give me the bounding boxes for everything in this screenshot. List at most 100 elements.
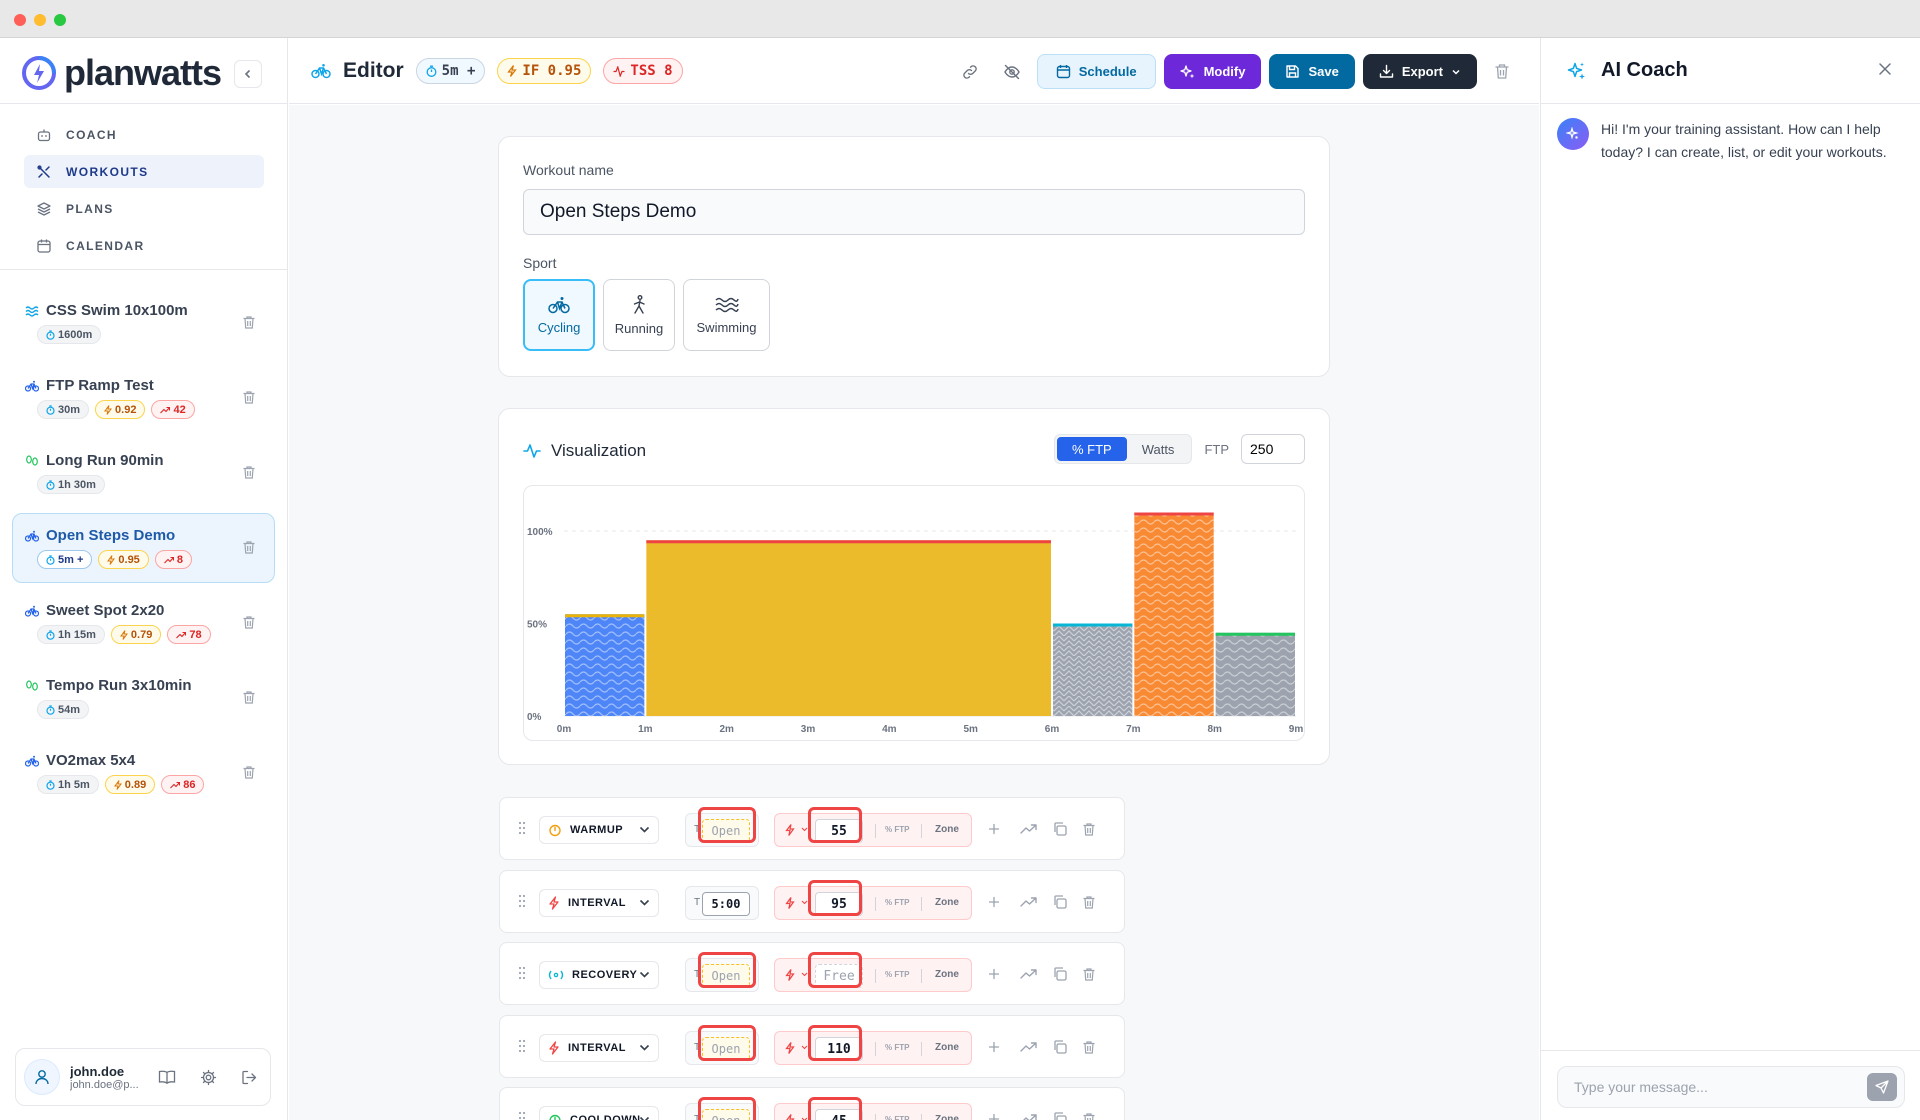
share-link-button[interactable] bbox=[953, 55, 987, 89]
sport-option-cycling[interactable]: Cycling bbox=[523, 279, 595, 351]
workout-list-item[interactable]: VO2max 5x4 1h 5m 0.89 86 bbox=[12, 738, 275, 808]
duration-input[interactable]: Open bbox=[702, 1109, 750, 1120]
step-type-select[interactable]: COOLDOWN bbox=[539, 1106, 659, 1120]
schedule-button[interactable]: Schedule bbox=[1036, 54, 1156, 89]
workout-list-item[interactable]: Sweet Spot 2x20 1h 15m 0.79 78 bbox=[12, 588, 275, 658]
zone-button[interactable]: Zone bbox=[935, 1042, 959, 1053]
ramp-step-button[interactable] bbox=[1020, 896, 1038, 908]
brand[interactable]: planwatts bbox=[22, 52, 222, 94]
minimize-window-button[interactable] bbox=[34, 14, 46, 26]
drag-handle-icon[interactable] bbox=[518, 821, 526, 835]
chevron-down-icon[interactable] bbox=[801, 1045, 808, 1050]
close-coach-button[interactable] bbox=[1878, 62, 1892, 76]
step-type-select[interactable]: WARMUP bbox=[539, 816, 659, 844]
duplicate-step-button[interactable] bbox=[1052, 894, 1068, 910]
delete-workout-button[interactable] bbox=[242, 765, 256, 780]
ramp-step-button[interactable] bbox=[1020, 823, 1038, 835]
chevron-down-icon[interactable] bbox=[801, 1117, 808, 1120]
modify-button[interactable]: Modify bbox=[1163, 54, 1262, 89]
workout-list-item-selected[interactable]: Open Steps Demo 5m + 0.95 8 bbox=[12, 513, 275, 583]
step-type-select[interactable]: RECOVERY bbox=[539, 961, 659, 989]
drag-handle-icon[interactable] bbox=[518, 1111, 526, 1120]
nav-item-workouts[interactable]: WORKOUTS bbox=[24, 155, 264, 188]
docs-button[interactable] bbox=[158, 1069, 176, 1085]
chevron-down-icon bbox=[639, 826, 650, 834]
collapse-sidebar-button[interactable] bbox=[234, 60, 262, 88]
power-input[interactable]: 95 bbox=[815, 892, 863, 916]
workout-list-item[interactable]: CSS Swim 10x100m 1600m bbox=[12, 288, 275, 358]
chat-input[interactable] bbox=[1557, 1066, 1905, 1108]
sport-option-swimming[interactable]: Swimming bbox=[683, 279, 770, 351]
unit-watts-option[interactable]: Watts bbox=[1141, 441, 1175, 457]
workout-list-item[interactable]: Tempo Run 3x10min 54m bbox=[12, 663, 275, 733]
save-button[interactable]: Save bbox=[1269, 54, 1355, 89]
settings-button[interactable] bbox=[200, 1069, 217, 1086]
add-step-button[interactable] bbox=[988, 968, 1000, 980]
duplicate-step-button[interactable] bbox=[1052, 1111, 1068, 1120]
power-unit-label[interactable]: % FTP bbox=[885, 898, 910, 907]
drag-handle-icon[interactable] bbox=[518, 1039, 526, 1053]
zone-button[interactable]: Zone bbox=[935, 897, 959, 908]
add-step-button[interactable] bbox=[988, 1113, 1000, 1120]
power-unit-label[interactable]: % FTP bbox=[885, 1115, 910, 1120]
chevron-down-icon[interactable] bbox=[801, 900, 808, 905]
chart-block[interactable] bbox=[1053, 623, 1133, 717]
add-step-button[interactable] bbox=[988, 1041, 1000, 1053]
duration-input[interactable]: Open bbox=[702, 964, 750, 988]
zone-button[interactable]: Zone bbox=[935, 969, 959, 980]
unit-ftp-option[interactable]: % FTP bbox=[1056, 437, 1127, 461]
power-unit-label[interactable]: % FTP bbox=[885, 970, 910, 979]
drag-handle-icon[interactable] bbox=[518, 894, 526, 908]
chart-block[interactable] bbox=[1215, 632, 1295, 716]
delete-workout-button[interactable] bbox=[242, 315, 256, 330]
power-input[interactable]: 45 bbox=[815, 1109, 863, 1120]
logout-button[interactable] bbox=[241, 1069, 258, 1086]
send-message-button[interactable] bbox=[1867, 1073, 1897, 1101]
nav-item-coach[interactable]: COACH bbox=[24, 118, 264, 151]
chevron-down-icon[interactable] bbox=[801, 972, 808, 977]
add-step-button[interactable] bbox=[988, 823, 1000, 835]
add-step-button[interactable] bbox=[988, 896, 1000, 908]
sport-option-running[interactable]: Running bbox=[603, 279, 675, 351]
step-type-select[interactable]: INTERVAL bbox=[539, 1034, 659, 1062]
close-window-button[interactable] bbox=[14, 14, 26, 26]
nav-item-calendar[interactable]: CALENDAR bbox=[24, 229, 264, 262]
ftp-input[interactable] bbox=[1241, 434, 1305, 464]
delete-step-button[interactable] bbox=[1082, 967, 1096, 982]
workout-list-item[interactable]: FTP Ramp Test 30m 0.92 42 bbox=[12, 363, 275, 433]
delete-workout-button[interactable] bbox=[242, 540, 256, 555]
delete-workout-button[interactable] bbox=[242, 690, 256, 705]
chart-block[interactable] bbox=[1134, 512, 1214, 717]
nav-item-plans[interactable]: PLANS bbox=[24, 192, 264, 225]
chart-block[interactable] bbox=[646, 540, 1051, 716]
delete-step-button[interactable] bbox=[1082, 895, 1096, 910]
delete-step-button[interactable] bbox=[1082, 1040, 1096, 1055]
export-button[interactable]: Export bbox=[1362, 54, 1477, 89]
duplicate-step-button[interactable] bbox=[1052, 1039, 1068, 1055]
delete-workout-button[interactable] bbox=[242, 390, 256, 405]
step-type-select[interactable]: INTERVAL bbox=[539, 889, 659, 917]
ramp-step-button[interactable] bbox=[1020, 1041, 1038, 1053]
workout-list-item[interactable]: Long Run 90min 1h 30m bbox=[12, 438, 275, 508]
avatar[interactable] bbox=[24, 1059, 60, 1095]
duration-input[interactable]: 5:00 bbox=[702, 892, 750, 916]
ramp-step-button[interactable] bbox=[1020, 968, 1038, 980]
power-unit-label[interactable]: % FTP bbox=[885, 825, 910, 834]
zone-button[interactable]: Zone bbox=[935, 824, 959, 835]
chevron-down-icon[interactable] bbox=[801, 827, 808, 832]
delete-step-button[interactable] bbox=[1082, 822, 1096, 837]
drag-handle-icon[interactable] bbox=[518, 966, 526, 980]
zoom-window-button[interactable] bbox=[54, 14, 66, 26]
delete-step-button[interactable] bbox=[1082, 1112, 1096, 1120]
zone-button[interactable]: Zone bbox=[935, 1114, 959, 1120]
delete-workout-button[interactable] bbox=[242, 615, 256, 630]
duplicate-step-button[interactable] bbox=[1052, 821, 1068, 837]
power-unit-label[interactable]: % FTP bbox=[885, 1043, 910, 1052]
visibility-toggle-button[interactable] bbox=[995, 55, 1029, 89]
chart-block[interactable] bbox=[565, 614, 645, 716]
ramp-step-button[interactable] bbox=[1020, 1113, 1038, 1120]
duplicate-step-button[interactable] bbox=[1052, 966, 1068, 982]
delete-workout-button[interactable] bbox=[242, 465, 256, 480]
delete-workout-button[interactable] bbox=[1485, 55, 1519, 89]
workout-name-input[interactable] bbox=[523, 189, 1305, 235]
